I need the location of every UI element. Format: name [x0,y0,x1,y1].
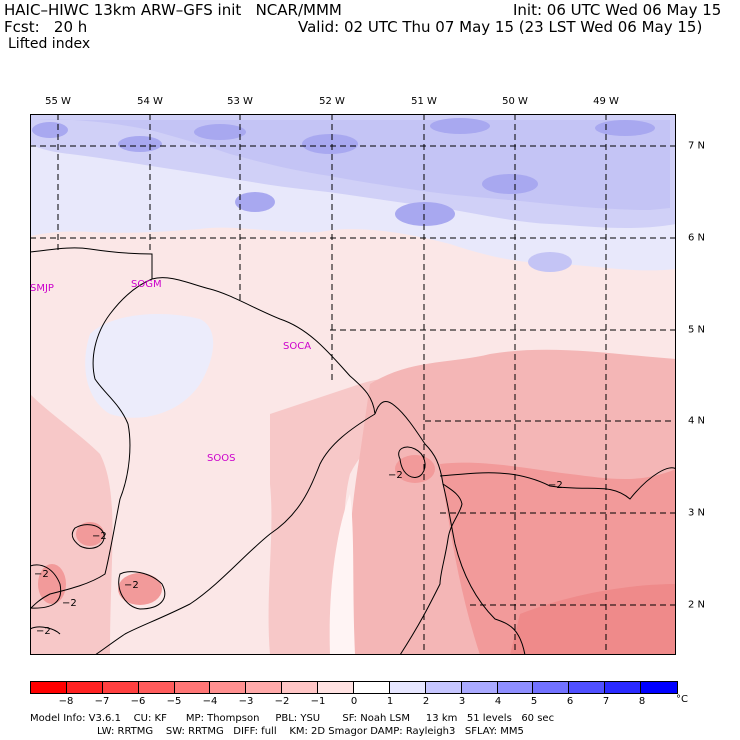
colorbar-tick-label: −5 [166,696,182,707]
positive-li-cell [595,120,655,136]
colorbar-tick-label: 8 [638,696,646,707]
negative-li-zone-central [268,378,430,655]
positive-li-cell [430,118,490,134]
border-french-guiana [399,483,463,655]
positive-li-cell [482,174,538,194]
colorbar-swatch [102,682,139,693]
colorbar-swatch [66,682,103,693]
model-info-line2: LW: RRTMG SW: RRTMG DIFF: full KM: 2D Sm… [97,726,524,737]
lat-lon-grid [30,114,676,655]
lon-label-53w: 53 W [227,96,253,107]
map-border [30,114,676,655]
lat-label-3n: 3 N [688,507,706,519]
contour-minus2 [118,571,166,610]
strong-negative-li-core [510,584,676,655]
colorbar-tick-label: −4 [202,696,218,707]
colorbar-tick-label: −7 [94,696,110,707]
colorbar-swatch [138,682,175,693]
lon-label-52w: 52 W [319,96,345,107]
contour-label: −2 [124,580,139,591]
lat-label-7n: 7 N [688,140,706,152]
positive-li-cell [194,124,246,140]
positive-li-cell [302,134,358,154]
colorbar-swatch [318,682,355,693]
plot-title: HAIC–HIWC 13km ARW–GFS init NCAR/MMM [4,1,342,19]
colorbar-swatch [641,682,678,693]
station-soca: SOCA [283,341,312,352]
contour-minus2 [30,626,61,635]
contour-label: −2 [388,470,403,481]
colorbar-swatch [425,682,462,693]
contour-minus2 [398,446,426,478]
contour-minus2 [71,524,105,549]
colorbar-unit: °C [676,694,688,705]
contour-label: −2 [36,626,51,637]
colorbar-tick-label: 2 [422,696,430,707]
border-suriname-east [94,413,376,655]
colorbar [30,681,678,694]
lon-label-55w: 55 W [45,96,71,107]
colorbar-swatch [389,682,426,693]
valid-time: Valid: 02 UTC Thu 07 May 15 (23 LST Wed … [298,18,703,36]
border-suriname-west [30,278,153,610]
init-time: Init: 06 UTC Wed 06 May 15 [513,1,722,19]
lat-label-4n: 4 N [688,415,706,427]
contour-minus2 [30,564,62,609]
lat-label-5n: 5 N [688,324,706,336]
colorbar-swatch [31,682,67,693]
lon-label-54w: 54 W [137,96,163,107]
positive-li-interior [85,314,214,418]
colorbar-swatch [354,682,390,693]
colorbar-tick-label: −1 [310,696,326,707]
lat-label-6n: 6 N [688,232,706,244]
positive-li-cell [32,122,68,138]
colorbar-tick-label: −2 [274,696,290,707]
colorbar-tick-label: 6 [566,696,574,707]
colorbar-swatch [605,682,642,693]
colorbar-tick-label: −8 [58,696,74,707]
station-smjp: SMJP [30,283,54,294]
field-name: Lifted index [8,36,91,52]
colorbar-tick-label: 7 [602,696,610,707]
lon-label-50w: 50 W [502,96,528,107]
positive-li-cell [395,202,455,226]
colorbar-tick-label: 0 [350,696,358,707]
neutral-li-streak [329,494,355,655]
lat-label-2n: 2 N [688,599,706,611]
negative-li-cell [38,564,66,604]
negative-li-cell [76,522,104,546]
negative-li-cell [118,573,162,605]
coastline-and-borders [30,247,526,655]
contour-label: −2 [62,598,77,609]
colorbar-tick-label: −3 [238,696,254,707]
colorbar-swatch [533,682,570,693]
contour-label: −2 [34,569,49,580]
lon-label-51w: 51 W [411,96,437,107]
station-sogm: SOGM [131,279,162,290]
colorbar-swatch [282,682,319,693]
colorbar-swatch [569,682,606,693]
colorbar-swatch [174,682,211,693]
forecast-hour: Fcst: 20 h [4,18,88,36]
positive-li-cell [528,252,572,272]
lon-label-49w: 49 W [593,96,619,107]
colorbar-tick-label: −6 [130,696,146,707]
contour-minus2 [439,467,676,500]
colorbar-swatch [497,682,534,693]
positive-li-cell [235,192,275,212]
contour-label: −2 [92,531,107,542]
contour-lines [30,446,676,635]
station-soos: SOOS [207,453,236,464]
colorbar-swatch [210,682,247,693]
colorbar-tick-label: 5 [530,696,538,707]
contour-label: −2 [548,480,563,491]
colorbar-tick-label: 1 [386,696,394,707]
positive-li-cell [118,136,162,152]
model-info-line1: Model Info: V3.6.1 CU: KF MP: Thompson P… [30,713,555,724]
colorbar-tick-label: 4 [494,696,502,707]
colorbar-tick-label: 3 [458,696,466,707]
colorbar-swatch [246,682,283,693]
lifted-index-map [30,114,676,655]
colorbar-swatch [461,682,498,693]
